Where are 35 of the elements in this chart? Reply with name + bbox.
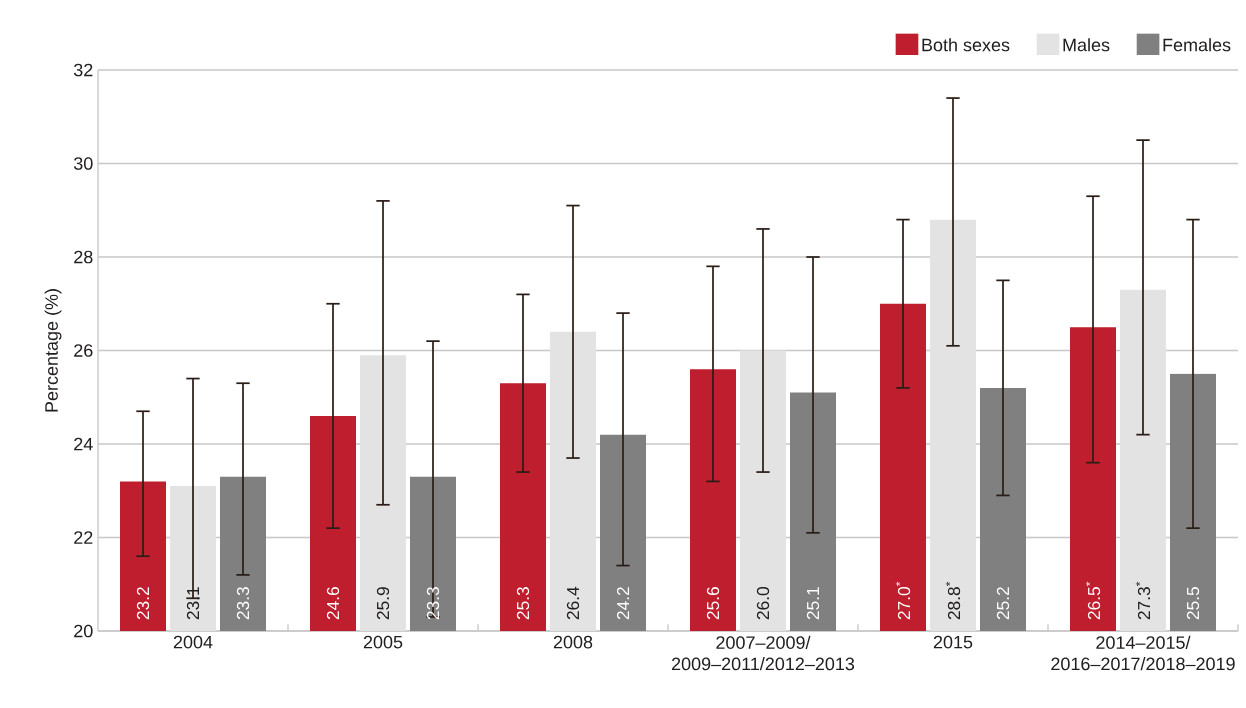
legend-label: Males: [1063, 38, 1110, 52]
y-tick-label: 26: [74, 344, 93, 357]
data-label: 24.6: [326, 587, 340, 620]
data-label: 25.5: [1186, 587, 1200, 620]
x-tick-label: 2015: [933, 635, 973, 649]
data-label: 25.6: [706, 587, 720, 620]
data-label: 27.0$^{*}$: [895, 581, 911, 620]
data-label: 23.3: [426, 587, 440, 620]
y-tick-label: 30: [73, 157, 93, 170]
data-label: 23.2: [136, 587, 150, 620]
data-label: 26.5$^{*}$: [1085, 581, 1101, 620]
data-label: 27.3$^{*}$: [1135, 581, 1151, 620]
y-tick-label: 22: [74, 531, 93, 544]
data-label: 25.2: [996, 587, 1010, 620]
y-tick-label: 20: [74, 624, 93, 638]
legend-label: Females: [1163, 38, 1231, 52]
data-label: 25.3: [516, 587, 530, 620]
data-label: 23.1: [186, 587, 200, 620]
x-tick-label: 2005: [363, 635, 403, 649]
x-tick-label: 2008: [553, 635, 593, 649]
y-tick-label: 32: [73, 63, 93, 77]
y-tick-label: 24: [74, 437, 93, 451]
y-tick-label: 28: [74, 250, 93, 264]
data-label: 25.1: [806, 587, 820, 620]
x-tick-label: 2007–2009/2009–2011/2012–2013: [671, 635, 855, 671]
data-label: 26.0: [756, 587, 770, 620]
data-label: 28.8$^{*}$: [945, 581, 961, 620]
x-tick-label: 2014–2015/2016–2017/2018–2019: [1051, 635, 1235, 671]
data-label: 24.2: [616, 587, 630, 620]
y-axis-title: Percentage (%): [44, 289, 62, 412]
data-label: 26.4: [566, 586, 580, 620]
x-tick-label: 2004: [173, 635, 213, 649]
data-label: 25.9: [376, 587, 390, 620]
legend-label: Both sexes: [922, 38, 1010, 52]
data-label: 23.3: [236, 587, 250, 620]
